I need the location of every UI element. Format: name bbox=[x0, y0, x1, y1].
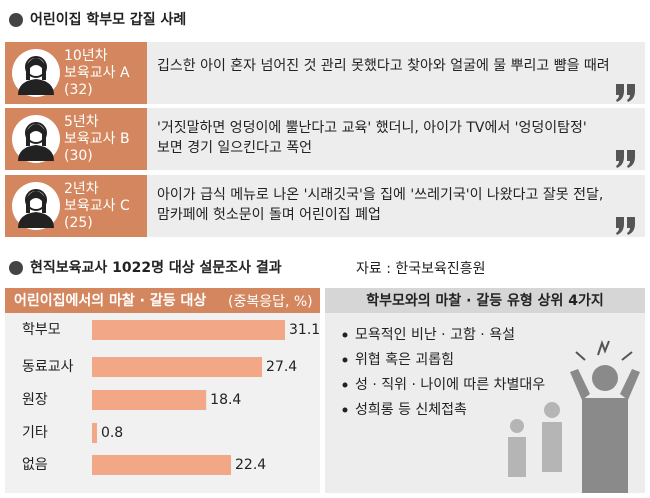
source: 자료 : 한국보육진흥원 bbox=[356, 261, 486, 277]
list-item: 성 · 직위 · 나이에 따른 차별대우 bbox=[355, 377, 545, 393]
bar bbox=[92, 455, 232, 475]
case-quote: '거짓말하면 엉덩이에 뿔난다고 교육' 했더니, 아이가 TV에서 '엉덩이탐… bbox=[157, 120, 587, 136]
category-label: 원장 bbox=[22, 392, 48, 408]
case-quote-box bbox=[147, 108, 645, 170]
section-title: 현직보육교사 1022명 대상 설문조사 결과 bbox=[30, 259, 282, 276]
bar bbox=[92, 320, 285, 340]
category-label: 동료교사 bbox=[22, 359, 74, 375]
chart-title: 어린이집에서의 마찰 · 갈등 대상 bbox=[14, 292, 206, 309]
list-bullet bbox=[342, 407, 348, 413]
list-item: 성희롱 등 신체접촉 bbox=[355, 402, 467, 418]
bar bbox=[92, 423, 97, 443]
value-label: 31.1 bbox=[289, 322, 320, 338]
case-age: (30) bbox=[64, 148, 93, 164]
case-age: (32) bbox=[64, 82, 93, 98]
quote-mark bbox=[627, 84, 635, 102]
category-label: 기타 bbox=[22, 425, 48, 441]
case-quote: 맘카페에 헛소문이 돌며 어린이집 폐업 bbox=[157, 207, 381, 223]
quote-mark bbox=[627, 217, 635, 235]
panel-header bbox=[5, 288, 320, 313]
case-quote-box bbox=[147, 175, 645, 237]
avatar-hair bbox=[26, 58, 46, 80]
category-label: 학부모 bbox=[22, 322, 61, 338]
case-quote-box bbox=[147, 42, 645, 104]
list-item: 위협 혹은 괴롭힘 bbox=[355, 352, 454, 368]
case-age: (25) bbox=[64, 215, 93, 231]
quote-mark bbox=[616, 84, 624, 102]
value-label: 27.4 bbox=[266, 359, 297, 375]
list-bullet bbox=[342, 357, 348, 363]
case-quote: 깁스한 아이 혼자 넘어진 것 관리 못했다고 찾아와 얼굴에 물 뿌리고 뺨을… bbox=[157, 58, 610, 74]
case-career: 5년차 bbox=[64, 114, 99, 130]
illustration bbox=[508, 340, 640, 493]
quote-mark bbox=[627, 150, 635, 168]
value-label: 0.8 bbox=[101, 425, 123, 441]
case-role: 보육교사 B bbox=[64, 131, 130, 147]
avatar-body bbox=[18, 145, 54, 161]
quote-mark bbox=[616, 150, 624, 168]
value-label: 18.4 bbox=[210, 392, 241, 408]
bullet bbox=[9, 13, 23, 27]
avatar-hair bbox=[26, 124, 46, 146]
case-role: 보육교사 C bbox=[64, 198, 130, 214]
bar bbox=[92, 357, 263, 377]
bullet bbox=[9, 261, 23, 275]
panel-header bbox=[325, 288, 645, 313]
quote-mark bbox=[616, 217, 624, 235]
case-career: 2년차 bbox=[64, 181, 99, 197]
category-label: 없음 bbox=[22, 457, 48, 473]
avatar-hair bbox=[26, 191, 46, 213]
avatar-body bbox=[18, 212, 54, 228]
value-label: 22.4 bbox=[235, 457, 266, 473]
avatar-body bbox=[18, 79, 54, 95]
case-career: 10년차 bbox=[64, 48, 108, 64]
case-role: 보육교사 A bbox=[64, 65, 130, 81]
bar bbox=[92, 390, 207, 410]
panel-title: 학부모와의 마찰 · 갈등 유형 상위 4가지 bbox=[366, 292, 604, 309]
chart-subtitle: (중복응답, %) bbox=[228, 294, 313, 310]
list-item: 모욕적인 비난 · 고함 · 욕설 bbox=[355, 327, 515, 343]
list-bullet bbox=[342, 332, 348, 338]
case-quote: 아이가 급식 메뉴로 나온 '시래깃국'을 집에 '쓰레기국'이 나왔다고 잘못… bbox=[157, 187, 603, 203]
list-bullet bbox=[342, 382, 348, 388]
section-title: 어린이집 학부모 갑질 사례 bbox=[30, 11, 186, 28]
case-quote: 보면 경기 일으킨다고 폭언 bbox=[157, 140, 312, 156]
